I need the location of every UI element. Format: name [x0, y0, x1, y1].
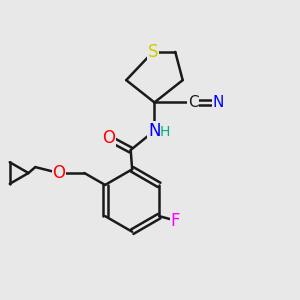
- Text: O: O: [52, 164, 66, 182]
- Text: N: N: [148, 122, 161, 140]
- Text: O: O: [102, 129, 115, 147]
- Text: C: C: [188, 95, 198, 110]
- Text: F: F: [171, 212, 180, 230]
- Text: N: N: [213, 95, 224, 110]
- Text: H: H: [160, 125, 170, 139]
- Text: S: S: [148, 43, 158, 61]
